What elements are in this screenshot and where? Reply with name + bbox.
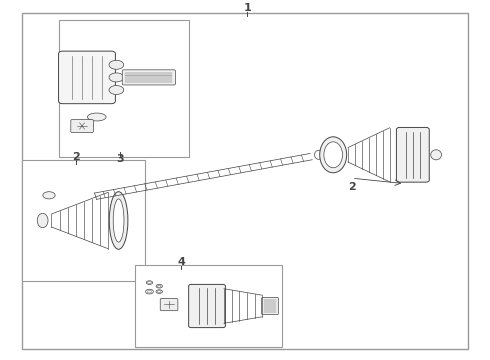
Text: 1: 1: [244, 3, 251, 13]
FancyBboxPatch shape: [59, 51, 116, 104]
Ellipse shape: [156, 290, 163, 293]
Ellipse shape: [109, 73, 123, 82]
Bar: [59, 20, 189, 157]
Bar: [22, 160, 145, 281]
Ellipse shape: [37, 213, 48, 228]
Bar: [135, 265, 282, 347]
Text: 4: 4: [177, 257, 185, 267]
Ellipse shape: [431, 150, 441, 160]
Ellipse shape: [315, 150, 322, 159]
FancyBboxPatch shape: [262, 297, 278, 315]
Ellipse shape: [43, 192, 55, 199]
Ellipse shape: [146, 289, 153, 294]
Ellipse shape: [319, 137, 347, 173]
FancyBboxPatch shape: [189, 284, 225, 328]
FancyBboxPatch shape: [396, 127, 429, 182]
Ellipse shape: [156, 284, 163, 288]
Ellipse shape: [157, 285, 161, 287]
Ellipse shape: [147, 282, 151, 284]
Ellipse shape: [157, 291, 161, 293]
Text: 2: 2: [348, 182, 356, 192]
FancyBboxPatch shape: [160, 298, 178, 311]
Ellipse shape: [113, 199, 124, 242]
Text: 3: 3: [116, 154, 124, 164]
FancyBboxPatch shape: [71, 120, 93, 132]
Ellipse shape: [109, 60, 123, 69]
Ellipse shape: [109, 86, 123, 95]
Text: 2: 2: [72, 152, 80, 162]
Ellipse shape: [147, 281, 153, 284]
Ellipse shape: [324, 142, 343, 168]
Ellipse shape: [87, 113, 106, 121]
Ellipse shape: [147, 290, 151, 293]
FancyBboxPatch shape: [122, 70, 175, 85]
Ellipse shape: [109, 192, 128, 249]
